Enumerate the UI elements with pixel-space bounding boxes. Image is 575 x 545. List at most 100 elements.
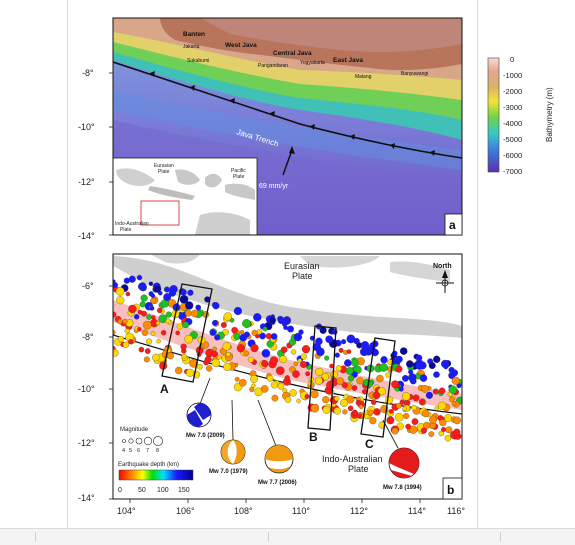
- svg-text:-10°: -10°: [78, 122, 95, 132]
- earthquake-dot: [181, 353, 187, 359]
- svg-text:106°: 106°: [176, 506, 195, 516]
- earthquake-dot: [351, 385, 358, 391]
- earthquake-dot: [250, 344, 259, 353]
- earthquake-dot: [419, 398, 426, 405]
- eurasian-plate-label: Eurasian Plate: [284, 261, 320, 281]
- svg-text:-12°: -12°: [78, 177, 95, 187]
- earthquake-dot: [322, 405, 331, 414]
- earthquake-dot: [399, 347, 408, 355]
- place-east-java: East Java: [333, 57, 363, 64]
- earthquake-dot: [315, 367, 324, 376]
- earthquake-dot: [341, 382, 348, 389]
- earthquake-dot: [433, 357, 439, 363]
- earthquake-dot: [444, 434, 452, 442]
- earthquake-dot: [369, 417, 377, 425]
- page-edge-right: [477, 0, 478, 528]
- earthquake-dot: [438, 430, 445, 437]
- earthquake-dot: [297, 358, 302, 363]
- svg-text:8: 8: [156, 448, 159, 454]
- earthquake-dot: [411, 418, 419, 425]
- earthquake-dot: [206, 365, 213, 372]
- place-sukabumi: Sukabumi: [187, 58, 209, 64]
- earthquake-dot: [402, 375, 409, 382]
- earthquake-dot: [122, 341, 130, 348]
- svg-text:108°: 108°: [234, 506, 253, 516]
- earthquake-dot: [341, 339, 347, 345]
- earthquake-dot: [433, 371, 440, 378]
- earthquake-dot: [225, 351, 231, 357]
- earthquake-dot: [351, 359, 359, 367]
- earthquake-dot: [270, 381, 278, 389]
- earthquake-dot: [253, 313, 262, 322]
- earthquake-dot: [453, 416, 461, 425]
- earthquake-dot: [451, 401, 457, 407]
- svg-text:104°: 104°: [117, 506, 136, 516]
- box-label-a: A: [160, 382, 169, 396]
- earthquake-dot: [395, 365, 403, 373]
- earthquake-dot: [334, 352, 340, 358]
- panel-a-label: a: [449, 218, 456, 232]
- earthquake-dot: [423, 421, 431, 430]
- earthquake-dot: [128, 339, 134, 345]
- earthquake-dot: [399, 399, 405, 405]
- svg-text:150: 150: [178, 487, 190, 494]
- earthquake-dot: [236, 344, 245, 353]
- svg-text:Earthquake depth (km): Earthquake depth (km): [118, 462, 179, 468]
- earthquake-dot: [214, 334, 221, 341]
- svg-text:116°: 116°: [447, 506, 465, 516]
- earthquake-dot: [385, 372, 391, 378]
- earthquake-dot: [293, 332, 303, 342]
- viewer-bottom-bar: [0, 528, 575, 545]
- earthquake-dot: [334, 395, 340, 402]
- earthquake-dot: [140, 294, 148, 302]
- place-yogyakarta: Yogyakarta: [300, 60, 325, 66]
- earthquake-dot: [138, 282, 147, 291]
- earthquake-dot: [145, 338, 153, 345]
- earthquake-dot: [266, 375, 274, 382]
- earthquake-dot: [398, 386, 404, 392]
- earthquake-dot: [234, 376, 240, 382]
- focal-mechanism-2009: Mw 7.0 (2009): [186, 377, 225, 439]
- earthquake-dot: [391, 380, 399, 389]
- earthquake-dot: [204, 355, 212, 364]
- earthquake-dot: [333, 407, 342, 415]
- earthquake-dot: [182, 321, 189, 329]
- earthquake-dot: [150, 297, 156, 304]
- earthquake-dot: [277, 316, 286, 325]
- earthquake-dot: [449, 396, 455, 403]
- earthquake-dot: [123, 277, 130, 284]
- earthquake-dot: [352, 410, 358, 416]
- earthquake-dot: [153, 285, 162, 293]
- svg-text:-8°: -8°: [82, 68, 94, 78]
- earthquake-dot: [310, 390, 319, 399]
- velocity-label: 69 mm/yr: [259, 183, 289, 190]
- earthquake-dot: [378, 421, 386, 429]
- earthquake-dot: [165, 318, 171, 324]
- earthquake-dot: [448, 366, 455, 374]
- earthquake-dot: [371, 399, 377, 405]
- svg-text:110°: 110°: [292, 506, 310, 516]
- earthquake-dot: [394, 412, 404, 422]
- earthquake-dot: [122, 318, 128, 325]
- earthquake-dot: [419, 374, 428, 382]
- box-label-b: B: [309, 430, 318, 444]
- earthquake-dot: [372, 391, 381, 400]
- svg-text:-5000: -5000: [503, 135, 522, 144]
- earthquake-dot: [164, 286, 170, 293]
- earthquake-dot: [262, 326, 268, 332]
- earthquake-dot: [401, 392, 411, 401]
- svg-text:North: North: [433, 263, 452, 270]
- svg-text:Mw 7.0 (1979): Mw 7.0 (1979): [209, 469, 248, 475]
- earthquake-dot: [345, 367, 354, 375]
- earthquake-dot: [380, 356, 388, 364]
- focal-mechanism-1994: Mw 7.8 (1994): [382, 419, 422, 491]
- earthquake-dot: [233, 333, 241, 341]
- earthquake-dot: [279, 355, 287, 364]
- earthquake-dot: [409, 425, 418, 434]
- svg-text:Magnitude: Magnitude: [120, 427, 149, 433]
- earthquake-dot: [165, 311, 172, 318]
- earthquake-dot: [160, 330, 167, 336]
- earthquake-dot: [212, 319, 218, 326]
- earthquake-dot: [139, 301, 146, 308]
